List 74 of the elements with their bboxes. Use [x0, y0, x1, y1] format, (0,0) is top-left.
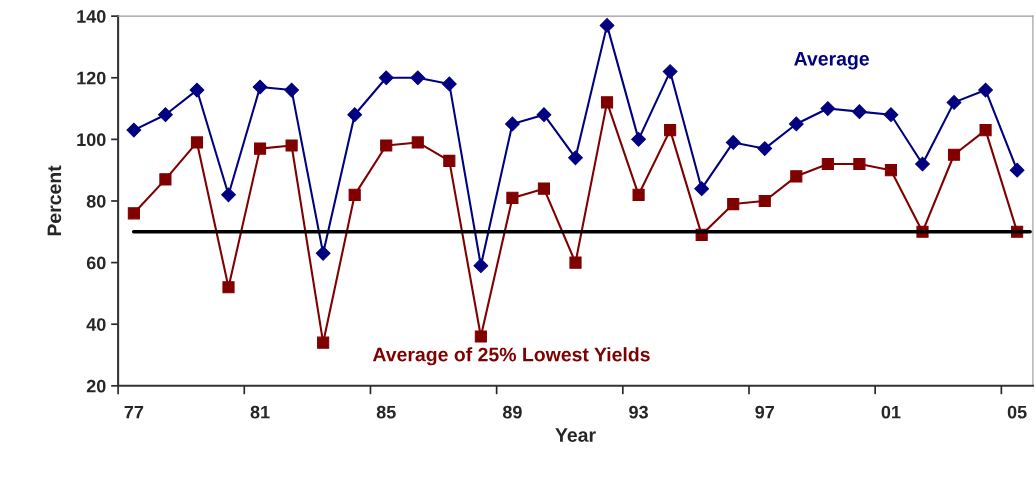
- point: [979, 124, 992, 137]
- y-tick-label: 20: [86, 379, 106, 393]
- y-tick-label: 120: [77, 71, 106, 85]
- point: [853, 157, 866, 171]
- point: [632, 188, 645, 201]
- point: [317, 336, 330, 349]
- point: [725, 135, 741, 150]
- point: [380, 139, 393, 152]
- y-tick-label: 60: [86, 256, 106, 270]
- point: [473, 258, 489, 274]
- point: [631, 131, 646, 147]
- y-tick-label: 40: [86, 318, 106, 331]
- point: [506, 191, 519, 204]
- point: [790, 170, 803, 183]
- y-tick-label: 100: [77, 133, 106, 147]
- x-tick-label: 97: [755, 405, 775, 419]
- point: [727, 197, 740, 211]
- series-label: Average of 25% Lowest Yields: [372, 347, 650, 366]
- point: [221, 187, 236, 203]
- point: [662, 64, 678, 79]
- point: [222, 281, 235, 294]
- point: [285, 139, 298, 152]
- point: [537, 182, 551, 195]
- point: [788, 116, 804, 132]
- point: [189, 82, 205, 98]
- point: [599, 17, 615, 33]
- point: [347, 107, 363, 123]
- point: [410, 70, 426, 86]
- point: [158, 107, 173, 123]
- point: [947, 148, 961, 161]
- point: [348, 188, 361, 201]
- point: [284, 82, 299, 98]
- point: [1009, 162, 1025, 178]
- point: [474, 330, 487, 343]
- point: [378, 70, 394, 86]
- y-axis-title: Percent: [47, 165, 62, 236]
- point: [883, 107, 899, 123]
- point: [820, 101, 836, 116]
- y-tick-label: 80: [86, 194, 106, 208]
- point: [600, 96, 614, 109]
- series-label: Average: [794, 52, 869, 70]
- point: [126, 122, 142, 138]
- point: [978, 82, 993, 98]
- point: [190, 136, 204, 149]
- point: [694, 181, 710, 197]
- point: [568, 150, 583, 166]
- x-tick-label: 81: [250, 405, 270, 419]
- point: [757, 141, 773, 156]
- point: [441, 76, 457, 92]
- point: [315, 245, 331, 261]
- point: [915, 156, 930, 172]
- point: [127, 207, 140, 220]
- x-tick-label: 85: [376, 405, 396, 419]
- x-axis-title: Year: [555, 428, 596, 442]
- point: [505, 116, 520, 132]
- point: [821, 157, 834, 171]
- point: [664, 124, 677, 137]
- point: [252, 79, 268, 95]
- point: [443, 154, 456, 168]
- point: [411, 136, 424, 149]
- x-tick-label: 89: [502, 405, 522, 419]
- x-tick-label: 77: [124, 405, 144, 419]
- point: [159, 173, 172, 186]
- point: [253, 142, 267, 155]
- point: [536, 107, 552, 123]
- x-tick-label: 05: [1007, 405, 1027, 419]
- point: [852, 104, 867, 120]
- x-tick-label: 01: [881, 405, 901, 419]
- x-tick-label: 93: [629, 405, 648, 419]
- point: [884, 164, 898, 177]
- point: [758, 194, 771, 208]
- point: [946, 95, 962, 110]
- y-tick-label: 140: [77, 10, 106, 23]
- point: [569, 256, 582, 269]
